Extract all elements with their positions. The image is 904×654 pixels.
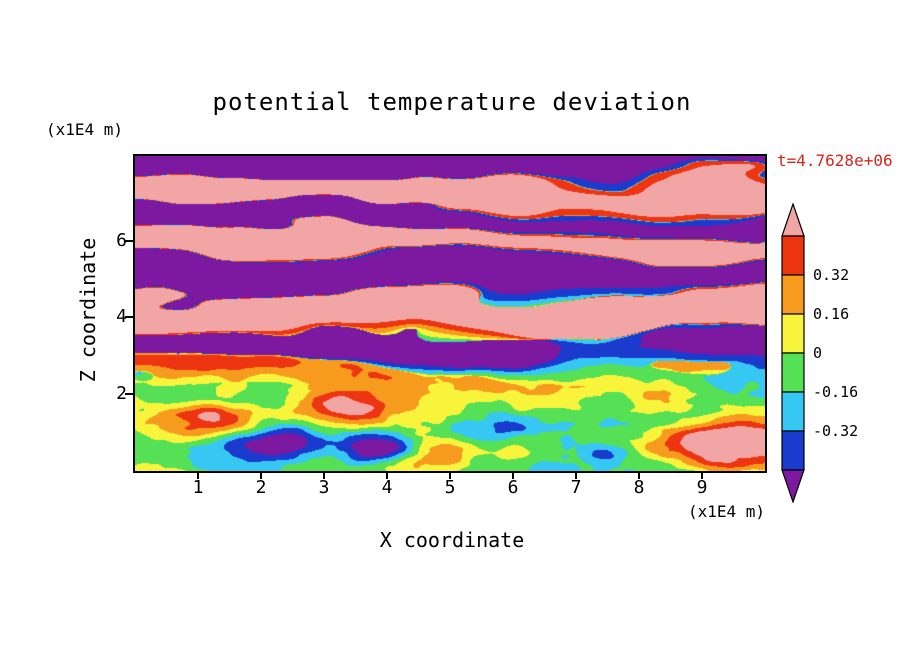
colorbar-segment [781,313,805,354]
z-axis-title: Z coordinate [76,237,100,383]
z-tick [125,239,133,242]
x-tick-label: 4 [381,477,393,498]
colorbar-tick-label: 0.16 [813,305,850,323]
x-tick [638,471,640,479]
colorbar-arrow-top [781,202,805,237]
x-tick-label: 1 [192,477,204,498]
colorbar-arrow-bottom [781,469,805,504]
x-tick-label: 5 [444,477,456,498]
plot-title: potential temperature deviation [212,88,692,116]
x-tick [449,471,451,479]
colorbar-tick-label: 0.32 [813,266,850,284]
x-axis-title: X coordinate [379,528,525,552]
plot-frame [133,154,767,473]
colorbar-segment [781,391,805,432]
time-annotation: t=4.7628e+06 [777,151,893,170]
x-tick-label: 2 [255,477,267,498]
x-tick [512,471,514,479]
z-tick-label: 4 [116,306,127,328]
colorbar-segment [781,352,805,393]
z-tick [125,393,133,396]
z-tick [125,316,133,319]
colorbar-tick-label: -0.32 [813,422,859,440]
z-axis-units: (x1E4 m) [46,120,124,139]
z-tick-label: 2 [116,383,127,405]
x-tick-label: 9 [696,477,708,498]
x-tick [197,471,199,479]
contour-field-canvas [135,156,765,471]
colorbar-segment [781,235,805,276]
x-tick [701,471,703,479]
colorbar-segment [781,430,805,471]
x-axis-units: (x1E4 m) [688,502,766,521]
colorbar-segment [781,274,805,315]
x-tick-label: 8 [633,477,645,498]
z-tick-label: 6 [116,229,127,251]
x-tick-label: 3 [318,477,330,498]
colorbar-svg [781,202,805,504]
x-tick [323,471,325,479]
x-tick [575,471,577,479]
colorbar-tick-label: -0.16 [813,383,859,401]
x-tick-label: 6 [507,477,519,498]
x-tick [260,471,262,479]
x-tick-label: 7 [570,477,582,498]
colorbar: 0.32 0.16 0 -0.16 -0.32 [781,202,901,507]
x-tick [386,471,388,479]
colorbar-tick-label: 0 [813,344,823,362]
